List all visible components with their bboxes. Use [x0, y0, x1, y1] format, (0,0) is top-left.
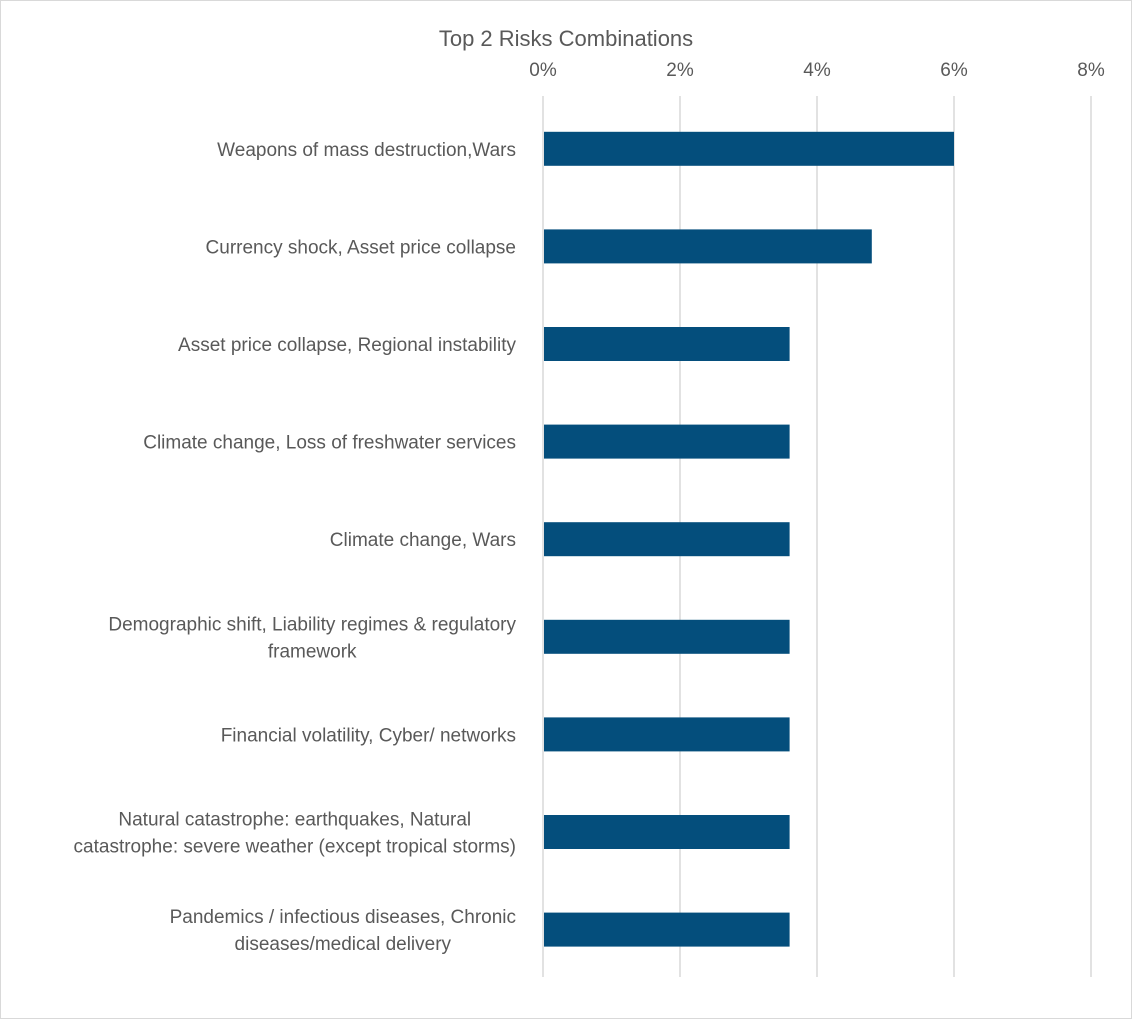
category-label-line: framework: [268, 641, 357, 662]
category-label: Natural catastrophe: earthquakes, Natura…: [74, 810, 516, 858]
bar: [544, 717, 790, 752]
bar: [544, 131, 954, 166]
x-tick-label: 2%: [666, 60, 694, 81]
chart-title: Top 2 Risks Combinations: [438, 26, 694, 51]
x-tick-label: 4%: [803, 60, 831, 81]
category-label: Demographic shift, Liability regimes & r…: [108, 614, 516, 662]
category-label: Asset price collapse, Regional instabili…: [178, 335, 516, 356]
category-label: Currency shock, Asset price collapse: [206, 237, 516, 258]
category-label: Weapons of mass destruction,Wars: [217, 140, 516, 161]
bars: [544, 131, 954, 947]
category-label: Climate change, Wars: [330, 530, 516, 551]
x-tick-label: 6%: [940, 60, 968, 81]
bar: [544, 912, 790, 947]
bar: [544, 327, 790, 361]
category-label-line: Asset price collapse, Regional instabili…: [178, 335, 516, 356]
x-tick-labels: 0% 2% 4% 6% 8%: [529, 60, 1105, 81]
bar: [544, 229, 872, 264]
category-label-line: Pandemics / infectious diseases, Chronic: [170, 907, 516, 928]
bar: [544, 522, 790, 557]
category-label-line: Financial volatility, Cyber/ networks: [221, 725, 516, 746]
category-label: Pandemics / infectious diseases, Chronic…: [170, 907, 516, 955]
category-label-line: Weapons of mass destruction,Wars: [217, 140, 516, 161]
bar: [544, 619, 790, 654]
category-label-line: diseases/medical delivery: [235, 934, 452, 955]
category-label: Climate change, Loss of freshwater servi…: [143, 433, 516, 454]
category-label-line: Climate change, Loss of freshwater servi…: [143, 433, 516, 454]
category-label-line: Natural catastrophe: earthquakes, Natura…: [118, 810, 471, 831]
bar: [544, 815, 790, 849]
category-label-line: Currency shock, Asset price collapse: [206, 237, 516, 258]
x-tick-label: 8%: [1077, 60, 1105, 81]
category-label-line: Demographic shift, Liability regimes & r…: [108, 614, 516, 635]
category-label-line: Climate change, Wars: [330, 530, 516, 551]
bar: [544, 424, 790, 459]
category-label: Financial volatility, Cyber/ networks: [221, 725, 516, 746]
category-label-line: catastrophe: severe weather (except trop…: [74, 837, 516, 858]
category-labels: Weapons of mass destruction,Wars Currency…: [74, 140, 517, 955]
x-tick-label: 0%: [529, 60, 557, 81]
